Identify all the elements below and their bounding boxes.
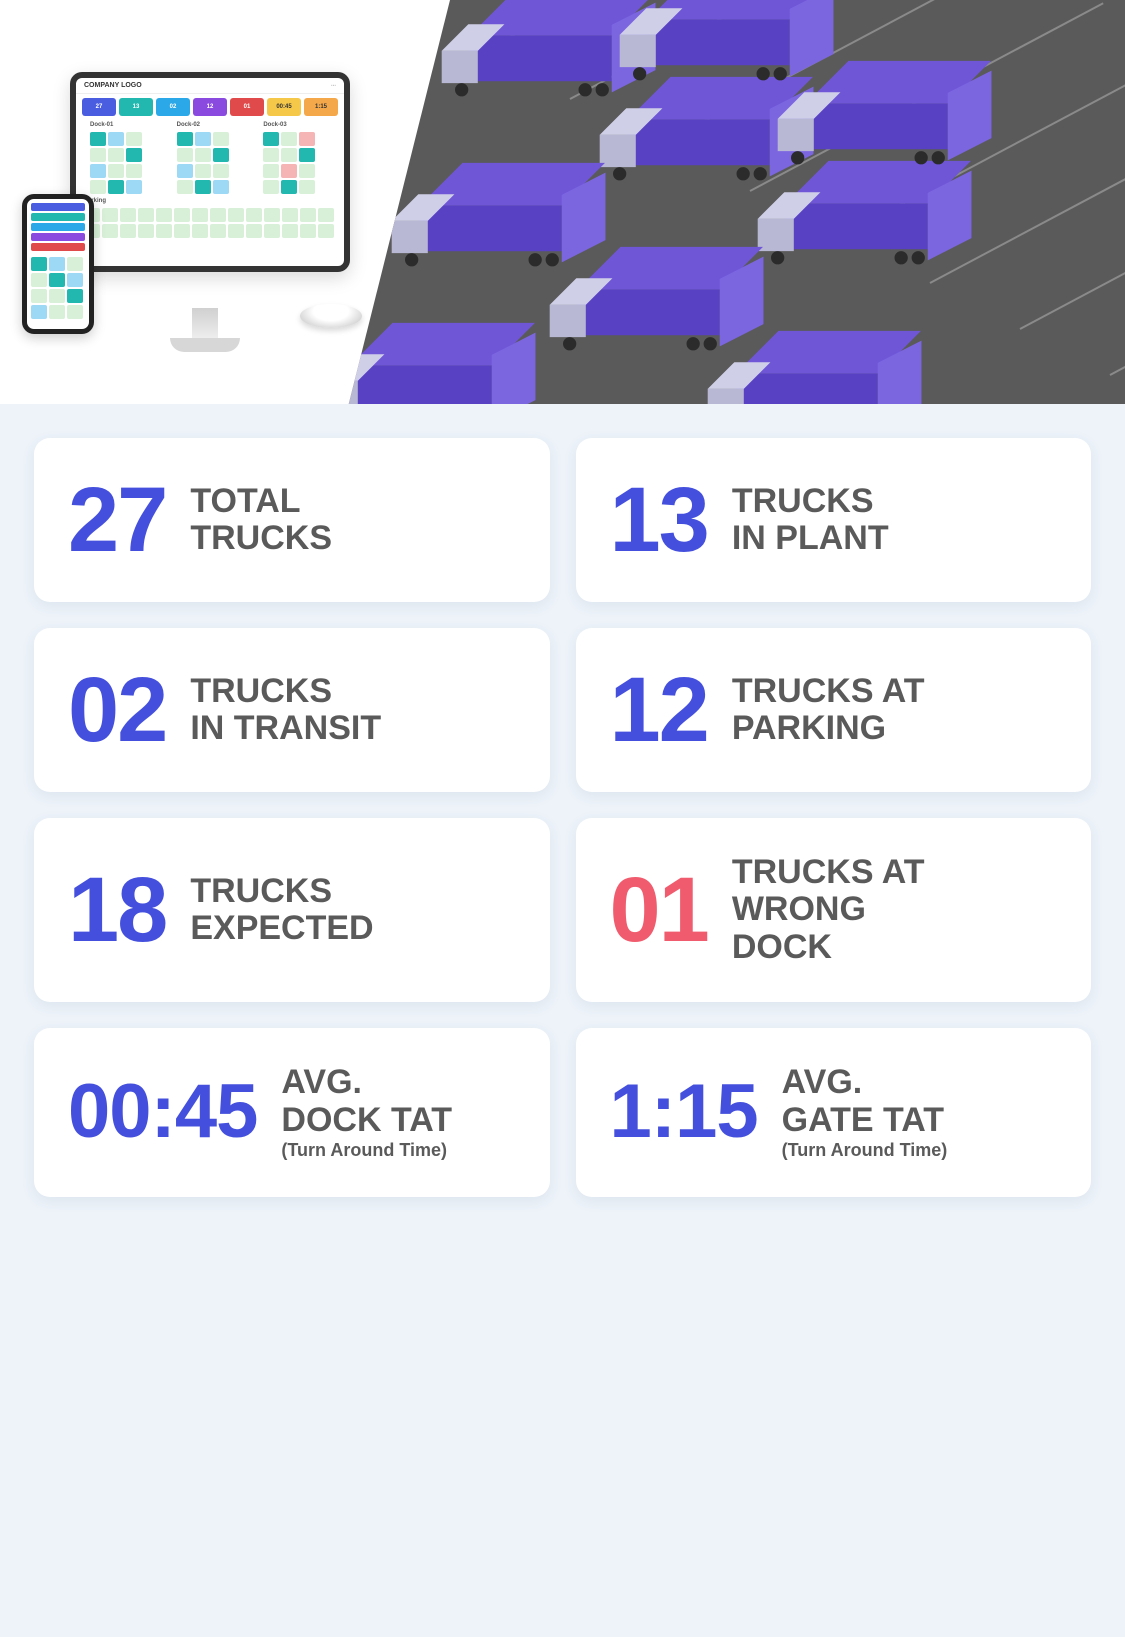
mockup-stat-chip: 02 bbox=[156, 98, 190, 116]
mockup-company-logo: COMPANY LOGO bbox=[84, 82, 142, 89]
stat-value: 12 bbox=[610, 664, 708, 756]
stat-value: 02 bbox=[68, 664, 166, 756]
stat-card-total: 27 TOTALTRUCKS bbox=[34, 438, 550, 602]
stat-card-in_plant: 13 TRUCKSIN PLANT bbox=[576, 438, 1092, 602]
stat-card-in_transit: 02 TRUCKSIN TRANSIT bbox=[34, 628, 550, 792]
stat-value: 18 bbox=[68, 864, 166, 956]
stat-card-at_parking: 12 TRUCKS ATPARKING bbox=[576, 628, 1092, 792]
stat-label: TRUCKS ATWRONGDOCK bbox=[732, 854, 925, 966]
mockup-stat-chip: 1:15 bbox=[304, 98, 338, 116]
stat-label: AVG.GATE TAT(Turn Around Time) bbox=[782, 1064, 948, 1161]
stat-sublabel: (Turn Around Time) bbox=[782, 1141, 948, 1161]
stat-value: 01 bbox=[610, 864, 708, 956]
stat-label: TRUCKSEXPECTED bbox=[190, 873, 373, 948]
stat-label: TOTALTRUCKS bbox=[190, 483, 332, 558]
device-mockup: COMPANY LOGO ⋯ 271302120100:451:15 Dock-… bbox=[22, 72, 362, 352]
stat-card-wrong_dock: 01 TRUCKS ATWRONGDOCK bbox=[576, 818, 1092, 1002]
stat-card-gate_tat: 1:15 AVG.GATE TAT(Turn Around Time) bbox=[576, 1028, 1092, 1197]
stats-grid: 27 TOTALTRUCKS 13 TRUCKSIN PLANT 02 TRUCKSIN … bbox=[0, 404, 1125, 1231]
stat-label: AVG.DOCK TAT(Turn Around Time) bbox=[281, 1064, 452, 1161]
stat-card-expected: 18 TRUCKSEXPECTED bbox=[34, 818, 550, 1002]
truck-icon bbox=[791, 61, 981, 170]
stat-value: 27 bbox=[68, 474, 166, 566]
stat-label: TRUCKSIN TRANSIT bbox=[190, 673, 381, 748]
mockup-dock-title: Dock-01 bbox=[82, 120, 165, 130]
mockup-stat-chip: 00:45 bbox=[267, 98, 301, 116]
hero-banner: COMPANY LOGO ⋯ 271302120100:451:15 Dock-… bbox=[0, 0, 1125, 404]
truck-icon bbox=[335, 323, 525, 404]
stat-label: TRUCKSIN PLANT bbox=[732, 483, 889, 558]
stat-sublabel: (Turn Around Time) bbox=[281, 1141, 452, 1161]
mockup-dock-title: Dock-02 bbox=[169, 120, 252, 130]
stat-card-dock_tat: 00:45 AVG.DOCK TAT(Turn Around Time) bbox=[34, 1028, 550, 1197]
stat-value: 00:45 bbox=[68, 1074, 257, 1150]
truck-icon bbox=[721, 331, 911, 404]
mockup-stat-chip: 27 bbox=[82, 98, 116, 116]
mockup-stat-chip: 01 bbox=[230, 98, 264, 116]
mobile-phone-mockup bbox=[22, 194, 94, 334]
mockup-stat-chip: 13 bbox=[119, 98, 153, 116]
mockup-dock-title: Dock-03 bbox=[255, 120, 338, 130]
stat-value: 1:15 bbox=[610, 1074, 758, 1150]
stat-label: TRUCKS ATPARKING bbox=[732, 673, 925, 748]
sensor-puck-mockup bbox=[300, 304, 362, 328]
mockup-stat-chip: 12 bbox=[193, 98, 227, 116]
stat-value: 13 bbox=[610, 474, 708, 566]
truck-icon bbox=[771, 161, 961, 270]
desktop-monitor: COMPANY LOGO ⋯ 271302120100:451:15 Dock-… bbox=[70, 72, 350, 272]
mockup-parking-title: Parking bbox=[76, 196, 344, 206]
